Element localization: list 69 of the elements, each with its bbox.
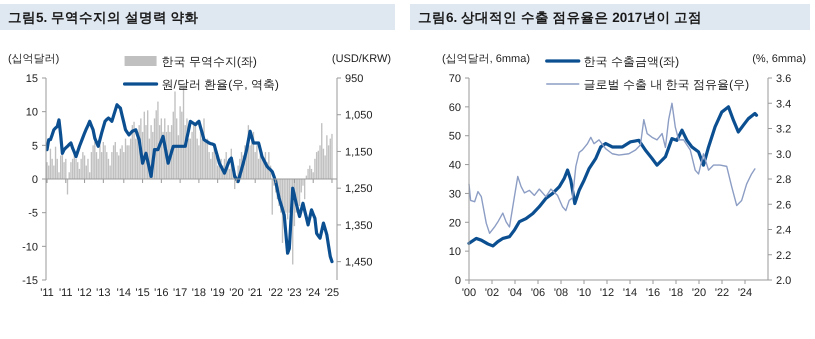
x-tick-label: '13: [96, 287, 111, 299]
y2-tick-label: 2.8: [776, 174, 792, 186]
y-tick-label: 10: [448, 246, 461, 258]
x-tick-label: '20: [692, 287, 706, 299]
x-tick-label: '08: [554, 287, 568, 299]
y2-tick-label: 2.2: [776, 250, 792, 262]
y-tick-label: -10: [22, 241, 38, 254]
x-tick-label: '12: [77, 287, 92, 299]
y-axis-title: (십억달러): [8, 53, 60, 65]
x-tick-label: '24: [738, 287, 752, 299]
x-tick-label: '04: [508, 287, 522, 299]
x-tick-label: '23: [287, 287, 302, 299]
y2-tick-label: 3.6: [776, 73, 792, 85]
y2-tick-label: 3.4: [776, 98, 792, 110]
x-tick-label: '11: [59, 287, 73, 299]
x-tick-label: '11: [40, 287, 54, 299]
x-tick-label: '00: [462, 287, 476, 299]
legend-label: 한국 수출금액(좌): [584, 54, 680, 68]
x-tick-label: '25: [324, 287, 340, 299]
x-tick-label: '10: [576, 287, 592, 299]
y-tick-label: 60: [448, 102, 461, 114]
chart-title: 그림6. 상대적인 수출 점유율은 2017년이 고점: [418, 10, 702, 25]
legend-label: 원/달러 환율(우, 역축): [162, 78, 279, 92]
y-tick-label: 15: [26, 73, 38, 85]
y2-tick-label: 1,350: [345, 220, 373, 232]
x-tick-label: '18: [668, 287, 684, 299]
chart-title: 그림5. 무역수지의 설명력 약화: [8, 10, 199, 25]
y-tick-label: -15: [22, 275, 38, 287]
x-tick-label: '19: [210, 287, 225, 299]
legend-label: 글로벌 수출 내 한국 점유율(우): [584, 78, 750, 92]
x-tick-label: '17: [172, 287, 188, 299]
y-tick-label: -5: [28, 208, 38, 220]
y2-tick-label: 2.4: [776, 224, 792, 236]
x-tick-label: '18: [192, 287, 206, 299]
y2-tick-label: 1,450: [345, 256, 373, 269]
y2-tick-label: 950: [345, 73, 364, 85]
y2-axis-title: (%, 6mma): [752, 53, 806, 65]
y-tick-label: 5: [32, 140, 38, 152]
y2-axis-title: (USD/KRW): [332, 53, 391, 65]
x-tick-label: '02: [484, 287, 500, 299]
y2-tick-label: 1,150: [345, 146, 373, 158]
y-tick-label: 50: [448, 130, 461, 143]
x-tick-label: '06: [530, 287, 546, 299]
legend-label: 한국 무역수지(좌): [162, 54, 257, 68]
y2-tick-label: 1,250: [345, 183, 373, 196]
x-tick-label: '22: [268, 287, 283, 299]
x-tick-label: '12: [600, 287, 614, 299]
x-tick-label: '20: [229, 287, 244, 299]
y2-tick-label: 2.0: [776, 275, 792, 287]
x-tick-label: '16: [646, 287, 660, 299]
y-tick-label: 10: [26, 106, 38, 119]
x-tick-label: '14: [116, 287, 131, 299]
x-tick-label: '24: [306, 287, 320, 299]
y2-tick-label: 2.6: [776, 199, 792, 212]
y2-tick-label: 1,050: [345, 110, 373, 122]
y-tick-label: 0: [32, 174, 38, 186]
x-tick-label: '16: [154, 287, 169, 299]
y-tick-label: 70: [448, 73, 461, 85]
y2-tick-label: 3.2: [776, 124, 792, 136]
y2-tick-label: 3.0: [776, 148, 792, 161]
y-axis-title: (십억달러, 6mma): [442, 53, 530, 65]
x-tick-label: '22: [714, 287, 730, 299]
y-tick-label: 20: [448, 217, 461, 230]
x-tick-label: '21: [248, 287, 262, 299]
y-tick-label: 30: [448, 188, 461, 200]
y-tick-label: 40: [448, 160, 461, 172]
x-tick-label: '15: [135, 287, 150, 299]
y-tick-label: 0: [454, 275, 461, 287]
x-tick-label: '14: [622, 287, 638, 299]
